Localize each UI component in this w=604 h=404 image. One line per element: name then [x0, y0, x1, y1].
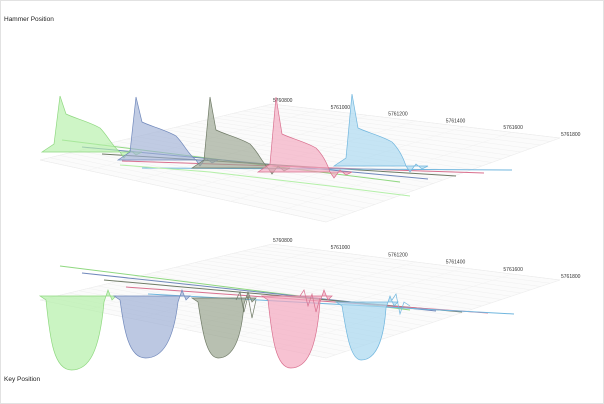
bottom-x-tick-label: 5761200 [388, 252, 408, 258]
top-x-tick-label: 5761800 [561, 132, 581, 138]
bottom-x-tick-label: 5761000 [331, 245, 351, 251]
key-position-title: Key Position [4, 376, 41, 383]
bottom-series-area [190, 290, 257, 359]
bottom-x-tick-label: 5761800 [561, 274, 581, 280]
bottom-series-area [260, 288, 333, 369]
hammer-position-title: Hammer Position [4, 16, 54, 23]
top-x-tick-label: 5761400 [446, 118, 466, 124]
top-x-tick-label: 5761000 [331, 105, 351, 111]
bottom-series-wiggle [299, 289, 321, 313]
top-series-area [40, 95, 143, 159]
top-x-tick-label: 5761600 [503, 125, 523, 131]
top-series-area [256, 96, 353, 179]
top-series-area [332, 93, 429, 173]
bottom-series-area [334, 294, 399, 361]
bottom-grid-line [39, 243, 273, 301]
bottom-series-wiggle [235, 290, 257, 319]
top-series-tail [119, 164, 411, 197]
bottom-series-trace [147, 293, 515, 315]
top-grid-line [325, 137, 561, 223]
bottom-series-area [112, 288, 191, 359]
bottom-series-area [38, 288, 117, 371]
bottom-x-tick-label: 5761600 [503, 267, 523, 273]
top-x-tick-label: 5761200 [388, 112, 408, 118]
bottom-series-wiggle [391, 293, 411, 316]
bottom-x-tick-label: 5761400 [446, 260, 466, 266]
top-series-area [116, 96, 219, 167]
bottom-grid-line [278, 273, 513, 349]
bottom-x-tick-label: 5760800 [273, 238, 293, 244]
top-x-tick-label: 5760800 [273, 98, 293, 104]
